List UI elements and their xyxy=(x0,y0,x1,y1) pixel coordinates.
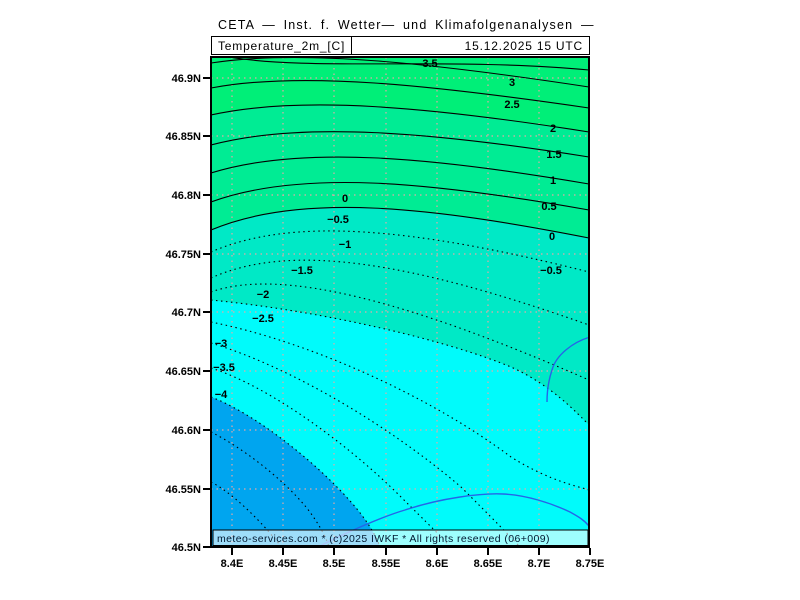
contour-label: −1 xyxy=(339,239,352,251)
y-tick-label: 46.75N xyxy=(166,249,202,261)
contour-3 xyxy=(211,57,589,88)
contour-m2 xyxy=(211,299,589,426)
contour-2 xyxy=(211,104,589,133)
contour-label: 2.5 xyxy=(504,99,519,111)
contour-label: −2.5 xyxy=(252,313,274,325)
y-tick-label: 46.85N xyxy=(166,131,202,143)
y-tick-label: 46.65N xyxy=(166,366,202,378)
contour-0.5 xyxy=(211,181,589,211)
valid-time-label: 15.12.2025 15 UTC xyxy=(464,38,583,53)
contour-label: 1 xyxy=(550,175,556,187)
contour-label: 0.5 xyxy=(541,201,556,213)
contour-label: −0.5 xyxy=(540,265,562,277)
contour-label: 1.5 xyxy=(546,149,561,161)
contour-label: −2 xyxy=(257,289,270,301)
x-tick-label: 8.65E xyxy=(474,558,503,570)
contour-m2.5 xyxy=(211,321,589,491)
y-tick-label: 46.55N xyxy=(166,484,202,496)
contour-labels: 3.5 3 2.5 2 1.5 1 0.5 0 0 −0.5 −0.5 −1 −1.5 −2 −2.5 −3 −… xyxy=(213,58,562,401)
contour-2.5 xyxy=(211,79,589,109)
contour-label: −4 xyxy=(215,389,228,401)
fill-band-lt-m4 xyxy=(211,397,380,547)
contour-m0.5 xyxy=(211,230,589,273)
x-tick-label: 8.4E xyxy=(221,558,244,570)
contour-1.5 xyxy=(211,131,589,158)
contour-3.5 xyxy=(228,57,589,71)
contour-label: −1.5 xyxy=(291,265,313,277)
y-tick-label: 46.8N xyxy=(172,190,201,202)
grid-lines xyxy=(211,57,589,547)
contour-m1 xyxy=(211,259,589,326)
river-lines xyxy=(319,336,589,547)
map-border xyxy=(210,56,590,548)
watermark-bar: meteo-services.com * (c)2025 IWKF * All … xyxy=(212,529,589,546)
contour-label: −3.5 xyxy=(213,362,235,374)
y-tick-label: 46.7N xyxy=(172,307,201,319)
y-tick-label: 46.5N xyxy=(172,542,201,554)
y-tick-label: 46.6N xyxy=(172,425,201,437)
x-axis: 8.4E 8.45E 8.5E 8.55E 8.6E 8.65E 8.7E 8.75E xyxy=(221,548,605,570)
contour-label: −3 xyxy=(215,338,228,350)
river-upper xyxy=(546,336,589,403)
contour-0 xyxy=(211,206,589,239)
y-axis: 46.9N 46.85N 46.8N 46.75N 46.7N 46.65N 46.6N 46… xyxy=(166,73,210,554)
contour-label: 0 xyxy=(342,193,348,205)
product-label: Temperature_2m_[C] xyxy=(212,37,353,54)
x-tick-label: 8.45E xyxy=(269,558,298,570)
x-tick-label: 8.5E xyxy=(323,558,346,570)
contour-label: 3.5 xyxy=(422,58,437,70)
contour-label: 3 xyxy=(509,77,515,89)
solid-contours xyxy=(211,57,589,239)
y-tick-label: 46.9N xyxy=(172,73,201,85)
x-tick-label: 8.6E xyxy=(426,558,449,570)
contour-label: 2 xyxy=(550,123,556,135)
watermark-text: meteo-services.com * (c)2025 IWKF * All … xyxy=(217,533,550,545)
x-tick-label: 8.7E xyxy=(528,558,551,570)
x-tick-label: 8.55E xyxy=(372,558,401,570)
river-lower xyxy=(319,493,589,547)
contour-label: −0.5 xyxy=(327,214,349,226)
contour-label: 0 xyxy=(549,231,555,243)
contour-1 xyxy=(211,156,589,185)
page-title: CETA — Inst. f. Wetter— und Klimafolgena… xyxy=(218,18,595,32)
x-tick-label: 8.75E xyxy=(576,558,605,570)
contour-m1.5 xyxy=(211,283,589,381)
subtitle-bar: Temperature_2m_[C] 15.12.2025 15 UTC xyxy=(211,36,590,55)
